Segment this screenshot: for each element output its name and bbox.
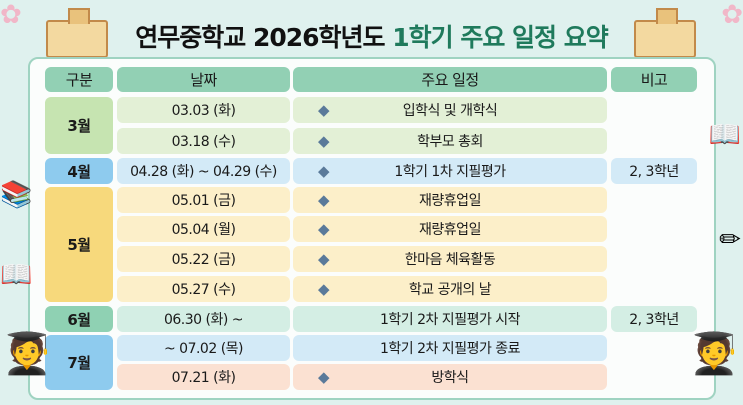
date-cell: 05.04 (월) bbox=[117, 216, 290, 242]
event-cell: 학교 공개의 날 bbox=[293, 276, 607, 302]
event-cell: 1학기 2차 지필평가 종료 bbox=[293, 335, 607, 361]
event-cell: 방학식 bbox=[293, 364, 607, 390]
date-cell: 05.22 (금) bbox=[117, 246, 290, 272]
cherry-blossom-icon: ✿ bbox=[721, 0, 743, 30]
date-cell: 03.18 (수) bbox=[117, 128, 290, 154]
event-cell: 학부모 총회 bbox=[293, 128, 607, 154]
month-cell: 6월 bbox=[45, 306, 113, 332]
note-cell: 2, 3학년 bbox=[611, 158, 697, 184]
student-icon: 🧑‍🎓 bbox=[2, 331, 52, 377]
month-cell: 3월 bbox=[45, 97, 113, 154]
sun-umbrella-icon: ◆ bbox=[318, 368, 330, 386]
month-cell: 7월 bbox=[45, 335, 113, 390]
date-cell: 07.21 (화) bbox=[117, 364, 290, 390]
date-cell: ~ 07.02 (목) bbox=[117, 335, 290, 361]
header-note: 비고 bbox=[611, 67, 697, 92]
school-building-icon bbox=[634, 8, 696, 58]
event-cell: 한마음 체육활동 bbox=[293, 246, 607, 272]
hammock-icon: ◆ bbox=[318, 191, 330, 209]
open-book-icon: 📖 bbox=[708, 120, 741, 150]
pencil-icon: ✏ bbox=[719, 225, 741, 255]
date-cell: 06.30 (화) ~ bbox=[117, 306, 290, 332]
header-category: 구분 bbox=[45, 67, 113, 92]
month-cell: 4월 bbox=[45, 158, 113, 184]
event-cell: 1학기 1차 지필평가 bbox=[293, 158, 607, 184]
month-cell: 5월 bbox=[45, 187, 113, 302]
header-event: 주요 일정 bbox=[293, 67, 607, 92]
open-book-icon: 📖 bbox=[0, 260, 33, 290]
exam-paper-icon: ◆ bbox=[318, 162, 330, 180]
date-cell: 03.03 (화) bbox=[117, 97, 290, 123]
trophy-icon: ◆ bbox=[318, 250, 330, 268]
date-cell: 05.01 (금) bbox=[117, 187, 290, 213]
event-cell: 1학기 2차 지필평가 시작 bbox=[293, 306, 607, 332]
school-gate-icon: ◆ bbox=[318, 101, 330, 119]
beach-icon: ◆ bbox=[318, 220, 330, 238]
note-cell: 2, 3학년 bbox=[611, 306, 697, 332]
books-icon: 📚 bbox=[0, 180, 33, 210]
header-date: 날짜 bbox=[117, 67, 290, 92]
magnifier-classroom-icon: ◆ bbox=[318, 280, 330, 298]
date-cell: 05.27 (수) bbox=[117, 276, 290, 302]
parents-icon: ◆ bbox=[318, 132, 330, 150]
event-cell: 재량휴업일 bbox=[293, 187, 607, 213]
school-building-icon bbox=[46, 8, 108, 58]
title-accent: 1학기 주요 일정 요약 bbox=[392, 23, 609, 52]
event-cell: 입학식 및 개학식 bbox=[293, 97, 607, 123]
event-cell: 재량휴업일 bbox=[293, 216, 607, 242]
cherry-blossom-icon: ✿ bbox=[0, 0, 22, 30]
students-icon: 🧑‍🎓 bbox=[689, 331, 739, 377]
page-title: 연무중학교 2026학년도 1학기 주요 일정 요약 bbox=[0, 18, 743, 54]
date-cell: 04.28 (화) ~ 04.29 (수) bbox=[117, 158, 290, 184]
title-main: 연무중학교 2026학년도 bbox=[135, 23, 385, 52]
